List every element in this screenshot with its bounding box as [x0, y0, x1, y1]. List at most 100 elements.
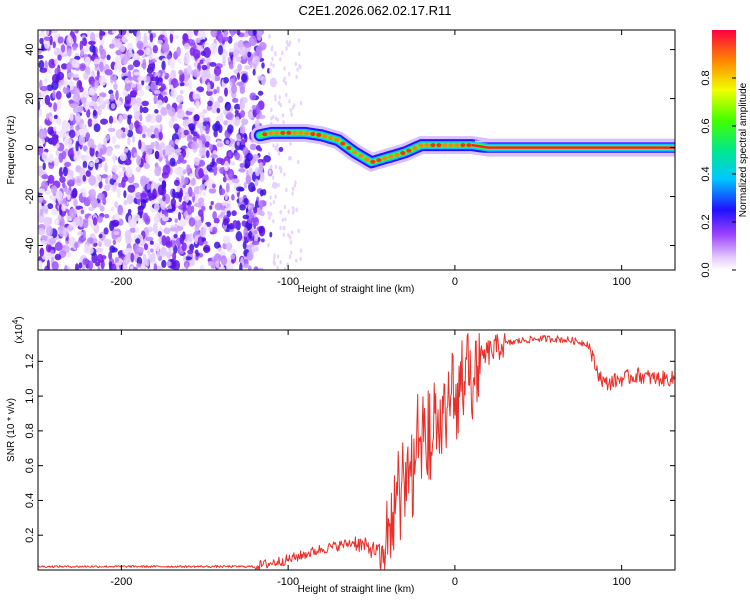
tone-peak — [274, 130, 280, 135]
noise-speck — [192, 90, 201, 102]
snr-y-multiplier: (x104) — [11, 316, 25, 343]
noise-speck — [99, 38, 105, 46]
noise-speck — [279, 57, 282, 62]
noise-speck — [135, 191, 142, 199]
noise-speck — [74, 55, 81, 61]
noise-speck — [99, 61, 104, 73]
noise-speck — [157, 196, 162, 205]
tone-peak — [262, 132, 268, 137]
noise-speck — [103, 227, 109, 235]
colorbar-tick-label: 0.6 — [700, 118, 712, 133]
noise-speck — [67, 148, 75, 159]
noise-speck — [161, 259, 167, 268]
noise-speck — [105, 99, 110, 105]
noise-speck — [84, 104, 89, 111]
noise-speck — [40, 30, 45, 34]
noise-speck — [117, 204, 123, 216]
noise-speck — [183, 55, 188, 64]
noise-speck — [219, 188, 226, 196]
noise-speck — [187, 107, 196, 112]
colorbar-label: Normalized spectral amplitude — [738, 82, 749, 217]
noise-speck — [266, 68, 271, 74]
noise-speck — [198, 168, 204, 179]
noise-speck — [107, 175, 112, 180]
noise-speck — [148, 30, 152, 34]
noise-speck — [153, 214, 160, 224]
noise-speck — [127, 64, 134, 71]
colorbar-tick-label: 0.4 — [700, 166, 712, 181]
noise-speck — [64, 161, 72, 167]
noise-speck — [150, 248, 154, 253]
noise-speck — [152, 45, 158, 54]
noise-speck — [288, 254, 292, 260]
noise-speck — [208, 143, 213, 151]
noise-speck — [180, 127, 185, 133]
y-tick-label: 0.6 — [24, 458, 36, 473]
noise-speck — [62, 86, 71, 95]
colorbar-ticks: 0.0 0.2 0.4 0.6 0.8 — [700, 70, 736, 278]
noise-speck — [40, 239, 48, 246]
noise-speck — [181, 242, 187, 252]
noise-speck — [259, 200, 264, 211]
noise-speck — [71, 189, 78, 199]
noise-speck — [54, 253, 62, 261]
noise-speck — [154, 72, 161, 77]
noise-speck — [38, 195, 43, 205]
noise-speck — [51, 261, 59, 270]
noise-speck — [40, 85, 49, 92]
noise-speck — [178, 103, 183, 109]
noise-speck — [85, 149, 89, 155]
noise-speck — [48, 244, 52, 252]
noise-speck — [175, 82, 180, 87]
noise-speck — [93, 58, 100, 65]
noise-speck — [88, 175, 96, 186]
noise-speck — [236, 134, 241, 142]
noise-speck — [290, 112, 293, 117]
noise-speck — [252, 30, 257, 36]
noise-speck — [136, 40, 144, 49]
noise-speck — [38, 130, 47, 140]
noise-speck — [221, 201, 228, 206]
noise-speck — [92, 109, 97, 117]
noise-speck — [164, 144, 173, 156]
noise-speck — [148, 196, 153, 201]
noise-speck — [66, 193, 71, 201]
noise-speck — [186, 134, 193, 143]
noise-speck — [78, 167, 86, 177]
noise-speck — [232, 219, 238, 229]
tone-peak — [286, 130, 292, 135]
noise-speck — [272, 175, 275, 181]
noise-speck — [121, 176, 129, 183]
noise-speck — [39, 37, 44, 45]
noise-speck — [288, 156, 291, 161]
noise-speck — [211, 73, 216, 83]
noise-speck — [134, 120, 140, 129]
noise-speck — [99, 148, 104, 155]
noise-speck — [225, 261, 234, 270]
noise-speck — [65, 133, 69, 138]
noise-speck — [44, 77, 48, 84]
noise-speck — [284, 80, 288, 86]
noise-speck — [71, 59, 80, 68]
noise-speck — [111, 219, 120, 227]
noise-speck — [245, 174, 252, 185]
noise-speck — [253, 229, 258, 235]
noise-speck — [139, 105, 143, 114]
noise-speck — [284, 217, 287, 222]
noise-speck — [170, 88, 177, 99]
tone-peak — [304, 131, 310, 136]
noise-speck — [190, 141, 199, 150]
noise-speck — [79, 64, 86, 72]
noise-speck — [230, 254, 236, 260]
noise-speck — [268, 215, 271, 220]
noise-speck — [257, 267, 264, 270]
noise-speck — [178, 211, 182, 221]
noise-speck — [222, 218, 229, 226]
noise-speck — [83, 244, 90, 254]
tone-peak — [298, 130, 304, 135]
noise-speck — [63, 227, 69, 238]
noise-speck — [67, 179, 75, 187]
noise-speck — [121, 35, 128, 43]
noise-speck — [295, 258, 298, 263]
tone-peak — [316, 132, 322, 137]
